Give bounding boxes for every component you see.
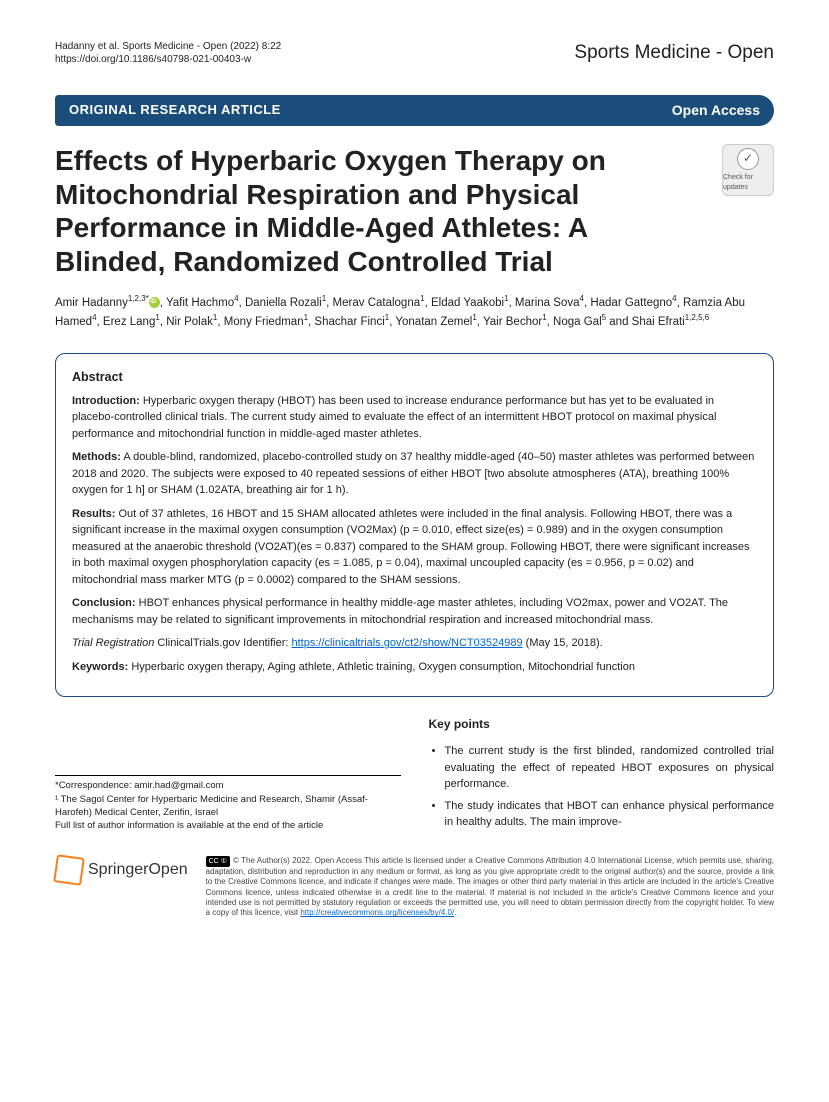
keypoint-item: The study indicates that HBOT can enhanc… <box>445 798 775 831</box>
abstract-results: Results: Out of 37 athletes, 16 HBOT and… <box>72 506 757 589</box>
keypoints-heading: Key points <box>429 715 775 733</box>
check-updates-badge[interactable]: ✓ Check for updates <box>722 144 774 196</box>
correspondence-block: *Correspondence: amir.had@gmail.com ¹ Th… <box>55 775 401 832</box>
left-column: *Correspondence: amir.had@gmail.com ¹ Th… <box>55 715 401 836</box>
journal-name: Sports Medicine - Open <box>574 40 774 67</box>
open-access-label: Open Access <box>672 101 760 121</box>
abstract-conclusion: Conclusion: HBOT enhances physical perfo… <box>72 595 757 628</box>
doi-line: https://doi.org/10.1186/s40798-021-00403… <box>55 53 281 66</box>
title-row: Effects of Hyperbaric Oxygen Therapy on … <box>55 144 774 292</box>
correspondence-email: *Correspondence: amir.had@gmail.com <box>55 779 401 792</box>
check-updates-text: Check for updates <box>723 173 773 193</box>
two-column-section: *Correspondence: amir.had@gmail.com ¹ Th… <box>55 715 774 836</box>
orcid-icon[interactable] <box>149 297 160 308</box>
article-title: Effects of Hyperbaric Oxygen Therapy on … <box>55 144 704 278</box>
abstract-trial: Trial Registration ClinicalTrials.gov Id… <box>72 635 757 652</box>
correspondence-note: Full list of author information is avail… <box>55 819 401 832</box>
page-footer: SpringerOpen CC ①© The Author(s) 2022. O… <box>55 856 774 919</box>
article-category: ORIGINAL RESEARCH ARTICLE <box>69 101 281 119</box>
cc-badge: CC ① <box>206 856 230 867</box>
springer-logo[interactable]: SpringerOpen <box>55 856 188 884</box>
abstract-intro: Introduction: Hyperbaric oxygen therapy … <box>72 393 757 443</box>
page-header: Hadanny et al. Sports Medicine - Open (2… <box>55 40 774 67</box>
correspondence-affiliation: ¹ The Sagol Center for Hyperbaric Medici… <box>55 793 401 820</box>
right-column: Key points The current study is the firs… <box>429 715 775 836</box>
license-link[interactable]: http://creativecommons.org/licenses/by/4… <box>300 908 454 917</box>
abstract-keywords: Keywords: Hyperbaric oxygen therapy, Agi… <box>72 659 757 676</box>
keypoint-item: The current study is the first blinded, … <box>445 743 775 793</box>
abstract-box: Abstract Introduction: Hyperbaric oxygen… <box>55 353 774 697</box>
category-banner: ORIGINAL RESEARCH ARTICLE Open Access <box>55 95 774 127</box>
license-text: CC ①© The Author(s) 2022. Open Access Th… <box>206 856 774 919</box>
authors-list: Amir Hadanny1,2,3*, Yafit Hachmo4, Danie… <box>55 293 774 331</box>
abstract-heading: Abstract <box>72 368 757 387</box>
citation-line: Hadanny et al. Sports Medicine - Open (2… <box>55 40 281 53</box>
citation-block: Hadanny et al. Sports Medicine - Open (2… <box>55 40 281 66</box>
abstract-methods: Methods: A double-blind, randomized, pla… <box>72 449 757 499</box>
keypoints-list: The current study is the first blinded, … <box>429 743 775 831</box>
check-updates-icon: ✓ <box>737 148 759 170</box>
springer-text: SpringerOpen <box>88 859 188 881</box>
springer-icon <box>55 856 83 884</box>
trial-link[interactable]: https://clinicaltrials.gov/ct2/show/NCT0… <box>291 637 522 649</box>
